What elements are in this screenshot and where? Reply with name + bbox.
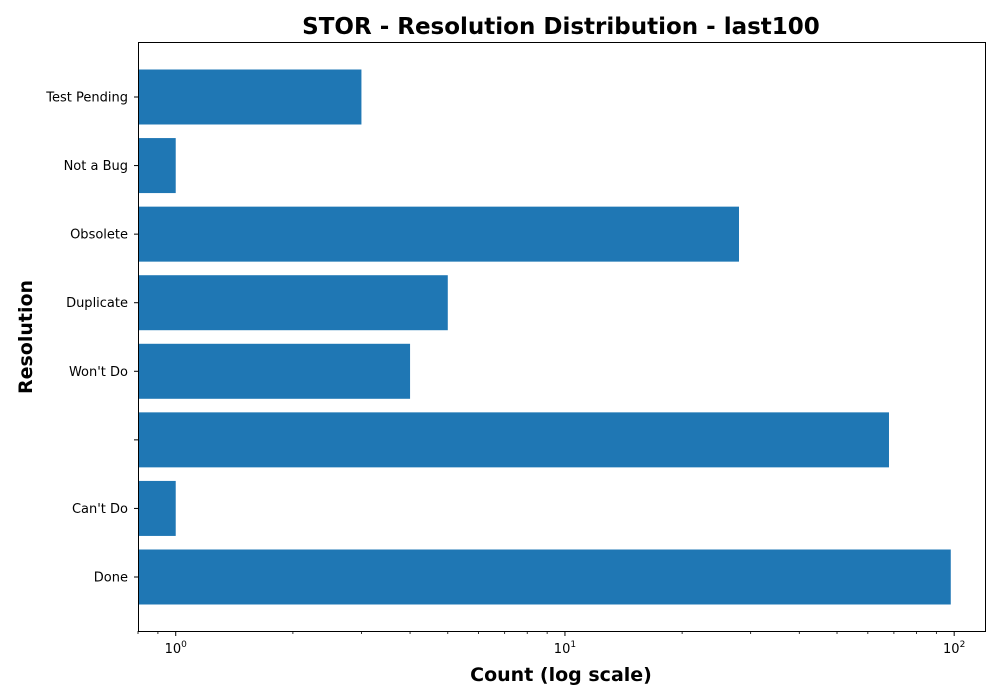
bar-not-a-bug — [138, 138, 176, 194]
x-ticks-group: 100 101 102 — [137, 631, 965, 657]
chart-title: STOR - Resolution Distribution - last100 — [302, 14, 820, 40]
bar-test-pending — [138, 69, 362, 125]
x-tick-label: 100 — [165, 640, 188, 657]
x-tick-label: 102 — [943, 640, 965, 657]
y-tick-label: Obsolete — [70, 228, 128, 243]
bar-done — [138, 549, 951, 605]
bar-won-t-do — [138, 343, 411, 399]
plot-frame — [138, 42, 986, 632]
x-tick-label: 101 — [554, 640, 576, 657]
y-tick-label: Can't Do — [72, 502, 128, 517]
y-tick-label: Test Pending — [45, 91, 128, 106]
y-tick-label: Done — [94, 571, 128, 586]
y-tick-label: Duplicate — [66, 296, 128, 311]
bar-can-t-do — [138, 480, 176, 536]
y-tick-label: Won't Do — [69, 365, 128, 380]
x-axis-label: Count (log scale) — [470, 664, 652, 686]
bar-duplicate — [138, 275, 448, 331]
y-ticks-group: Done Can't Do Won't Do Duplicate Obsolete Not… — [45, 91, 138, 586]
y-axis-label: Resolution — [15, 280, 37, 394]
bars-group — [138, 69, 951, 605]
bar-obsolete — [138, 206, 739, 262]
y-tick-label: Not a Bug — [64, 159, 128, 174]
bar-unlabeled — [138, 412, 889, 468]
